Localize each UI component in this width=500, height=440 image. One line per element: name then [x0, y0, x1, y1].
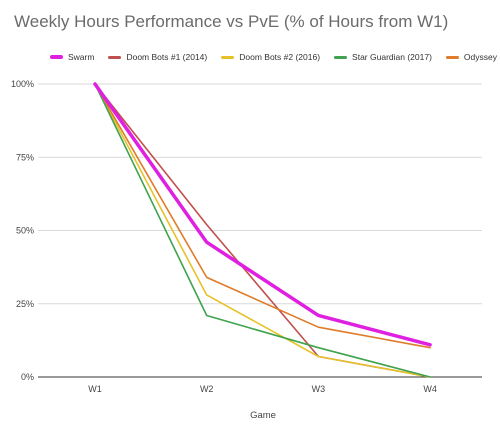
legend-item: Odyssey (2018) — [445, 52, 500, 62]
x-axis-title: Game — [250, 410, 276, 421]
legend-item: Swarm — [50, 52, 94, 62]
chart-legend: Swarm Doom Bots #1 (2014) Doom Bots #2 (20… — [50, 50, 500, 64]
series-line-odyssey-2018 — [94, 83, 431, 349]
y-tick-label: 100% — [11, 79, 34, 89]
legend-item: Star Guardian (2017) — [334, 52, 432, 62]
legend-swatch — [221, 55, 235, 59]
series-line-doom-bots-2-2016 — [94, 83, 431, 378]
legend-label: Doom Bots #1 (2014) — [126, 52, 208, 62]
x-tick-label: W1 — [88, 384, 102, 394]
legend-label: Star Guardian (2017) — [352, 52, 432, 62]
x-tick-label: W4 — [423, 384, 437, 394]
legend-item: Doom Bots #2 (2016) — [221, 52, 320, 62]
series-line-star-guardian-2017 — [94, 83, 431, 378]
legend-item: Doom Bots #1 (2014) — [108, 52, 207, 62]
chart-title: Weekly Hours Performance vs PvE (% of Ho… — [14, 12, 449, 31]
legend-label: Doom Bots #2 (2016) — [239, 52, 321, 62]
legend-label: Swarm — [68, 52, 95, 62]
y-tick-label: 25% — [16, 299, 34, 309]
legend-swatch — [108, 55, 122, 59]
x-tick-label: W3 — [312, 384, 326, 394]
legend-label: Odyssey (2018) — [463, 52, 500, 62]
legend-swatch — [445, 55, 459, 59]
legend-swatch — [50, 55, 63, 59]
y-tick-label: 0% — [21, 372, 34, 382]
y-tick-label: 50% — [16, 226, 34, 236]
y-tick-label: 75% — [16, 152, 34, 162]
x-tick-label: W2 — [200, 384, 214, 394]
legend-swatch — [334, 55, 348, 59]
series-line-swarm — [93, 82, 432, 347]
